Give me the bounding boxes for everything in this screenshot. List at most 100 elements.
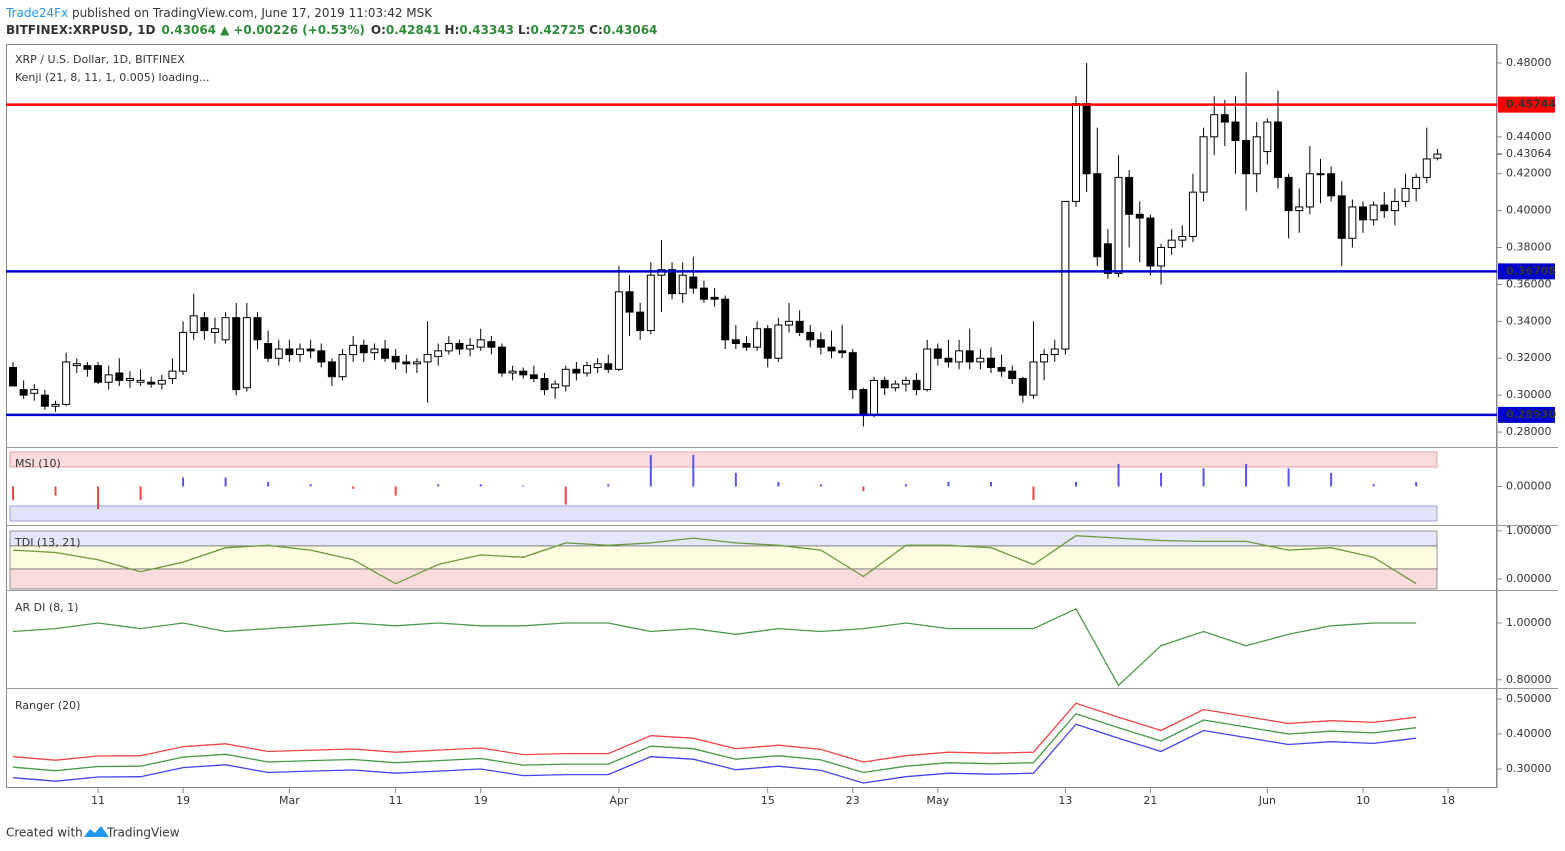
candle-body: [221, 317, 230, 341]
tdi-lower-band: [9, 568, 1438, 590]
candle-body: [179, 331, 188, 372]
candle-body: [1242, 140, 1251, 175]
last-price-label: 0.43064: [1506, 147, 1552, 160]
candle-body: [1018, 378, 1027, 396]
arrow: ▲: [220, 23, 230, 37]
x-tick-label: 10: [1356, 794, 1370, 807]
candle-body: [253, 317, 262, 341]
candle-body: [72, 363, 81, 367]
candle-body: [1135, 213, 1144, 219]
msi-lower-band: [9, 505, 1438, 522]
candle-body: [391, 355, 400, 363]
author[interactable]: Trade24Fx: [5, 6, 68, 20]
candle-body: [1422, 158, 1431, 178]
candle-body: [678, 274, 687, 295]
candle-body: [1359, 206, 1368, 221]
published: published on TradingView.com, June 17, 2…: [68, 6, 433, 20]
tradingview-logo: [84, 826, 109, 837]
pane-title: XRP / U.S. Dollar, 1D, BITFINEX: [15, 53, 185, 66]
candle-body: [1412, 176, 1421, 189]
candle-body: [870, 379, 879, 416]
pane-title: TDI (13, 21): [14, 536, 81, 549]
x-tick-label: Apr: [609, 794, 629, 807]
candle-body: [529, 374, 538, 380]
candle-body: [1040, 354, 1049, 363]
candle-body: [1008, 370, 1017, 380]
y-tick-label: 0.32000: [1506, 351, 1552, 364]
candle-body: [731, 339, 740, 344]
candle-body: [965, 350, 974, 363]
candle-body: [1337, 195, 1346, 239]
footer-brand[interactable]: TradingView: [106, 826, 180, 840]
x-tick-label: 15: [761, 794, 775, 807]
footer-created: Created with: [6, 826, 83, 840]
candle-body: [1284, 176, 1293, 212]
x-tick-label: Mar: [279, 794, 300, 807]
candle-body: [381, 348, 390, 359]
candle-body: [466, 344, 475, 350]
header-line: Trade24Fx published on TradingView.com, …: [5, 6, 433, 20]
candle-body: [689, 276, 698, 289]
x-tick-label: 19: [176, 794, 190, 807]
candle-body: [1157, 247, 1166, 267]
candle-body: [891, 383, 900, 389]
candle-body: [497, 346, 506, 374]
c-label: C:: [589, 23, 603, 37]
symbol-line: BITFINEX:XRPUSD, 1D 0.43064 ▲ +0.00226 (+0.…: [6, 23, 657, 37]
candle-body: [157, 379, 166, 385]
indicator-line: [12, 702, 1417, 763]
y-tick-label: 0.50000: [1506, 692, 1552, 705]
candle-body: [784, 320, 793, 326]
candle-body: [997, 366, 1006, 372]
candle-body: [721, 298, 730, 341]
x-tick-label: 19: [474, 794, 488, 807]
x-tick-label: 11: [91, 794, 105, 807]
candle-body: [604, 363, 613, 370]
candle-body: [1316, 173, 1325, 176]
candle-body: [976, 357, 985, 363]
pane-title: AR DI (8, 1): [15, 601, 78, 614]
candle-body: [742, 342, 751, 348]
candle-body: [1072, 103, 1080, 202]
indicator-line: [12, 607, 1417, 687]
indicator-line: [12, 535, 1417, 585]
indicator-line: [12, 723, 1417, 784]
candle-body: [1178, 235, 1187, 241]
change: +0.00226 (+0.53%): [233, 23, 365, 37]
candle-body: [444, 342, 453, 352]
candle-body: [1380, 204, 1389, 212]
candle-body: [296, 348, 305, 356]
candle-body: [349, 344, 358, 356]
candle-body: [1263, 121, 1272, 153]
candle-body: [423, 354, 432, 363]
candle-body: [83, 365, 92, 370]
candle-body: [572, 368, 581, 374]
candle-body: [1369, 204, 1378, 221]
y-tick-label: 0.48000: [1506, 56, 1552, 69]
candle-body: [636, 311, 645, 332]
candle-body: [1231, 121, 1240, 142]
level-tag: [1498, 406, 1555, 423]
x-tick-label: 21: [1143, 794, 1157, 807]
candle-body: [455, 342, 464, 350]
candle-body: [1093, 173, 1102, 258]
candle-body: [1050, 348, 1059, 356]
y-tick-label: 0.28000: [1506, 425, 1552, 438]
candle-body: [1167, 239, 1176, 249]
candle-body: [9, 366, 17, 387]
candle-body: [402, 361, 411, 365]
candle-body: [1401, 187, 1410, 202]
candle-body: [859, 389, 868, 415]
candle-body: [561, 368, 570, 387]
symbol: BITFINEX:XRPUSD, 1D: [6, 23, 155, 37]
candle-body: [242, 317, 251, 389]
candle-body: [232, 317, 241, 391]
x-tick-label: 18: [1441, 794, 1455, 807]
candle-body: [359, 344, 368, 354]
candle-body: [1327, 173, 1336, 197]
level-tag: [1498, 96, 1555, 113]
y-tick-label: 0.36000: [1506, 277, 1552, 290]
candle-body: [147, 381, 156, 385]
level-label: 0.45744: [1506, 98, 1556, 111]
candle-body: [646, 274, 655, 332]
